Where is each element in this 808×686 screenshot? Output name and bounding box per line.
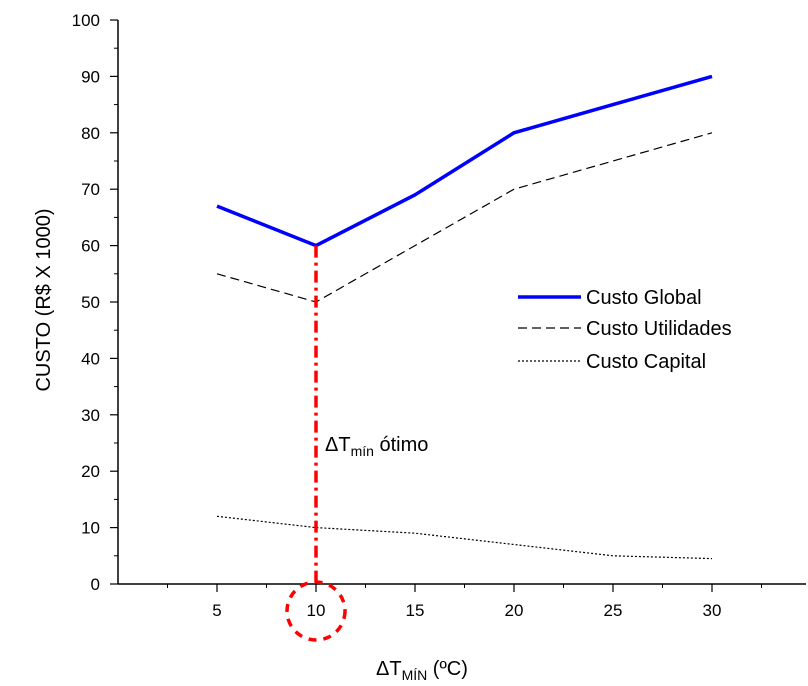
y-tick-label: 80 xyxy=(81,124,100,143)
x-tick-label: 15 xyxy=(406,601,425,620)
y-tick-label: 60 xyxy=(81,237,100,256)
legend-label: Custo Capital xyxy=(586,351,706,373)
series-line-custo-global xyxy=(216,74,713,248)
y-tick-label: 20 xyxy=(81,462,100,481)
series-line-custo-capital xyxy=(216,515,713,560)
legend-label: Custo Utilidades xyxy=(586,318,732,340)
y-tick-label: 40 xyxy=(81,349,100,368)
y-axis-title: CUSTO (R$ X 1000) xyxy=(33,208,55,391)
axes: 0 10 20 30 40 50 60 70 80 90 100 5 10 15 20 25 30 xyxy=(72,11,806,620)
y-tick-label: 30 xyxy=(81,406,100,425)
y-tick-label: 10 xyxy=(81,519,100,538)
x-tick-label: 10 xyxy=(307,601,326,620)
legend: Custo Global Custo Utilidades Custo Capita… xyxy=(518,287,732,373)
annotation-layer: ΔTmín ótimo xyxy=(285,245,428,642)
y-tick-label: 0 xyxy=(91,575,100,594)
optimum-circle xyxy=(285,580,347,642)
y-tick-label: 70 xyxy=(81,180,100,199)
legend-label: Custo Global xyxy=(586,287,702,309)
y-tick-label: 90 xyxy=(81,67,100,86)
x-tick-label: 20 xyxy=(505,601,524,620)
x-tick-label: 25 xyxy=(604,601,623,620)
x-tick-label: 5 xyxy=(212,601,221,620)
series-line-custo-utilidades xyxy=(216,132,713,303)
y-tick-label: 100 xyxy=(72,11,100,30)
x-tick-label: 30 xyxy=(703,601,722,620)
optimum-label: ΔTmín ótimo xyxy=(325,434,428,459)
x-axis-title: ΔTMÍN (ºC) xyxy=(376,658,468,683)
y-tick-label: 50 xyxy=(81,293,100,312)
series-layer xyxy=(216,74,713,560)
